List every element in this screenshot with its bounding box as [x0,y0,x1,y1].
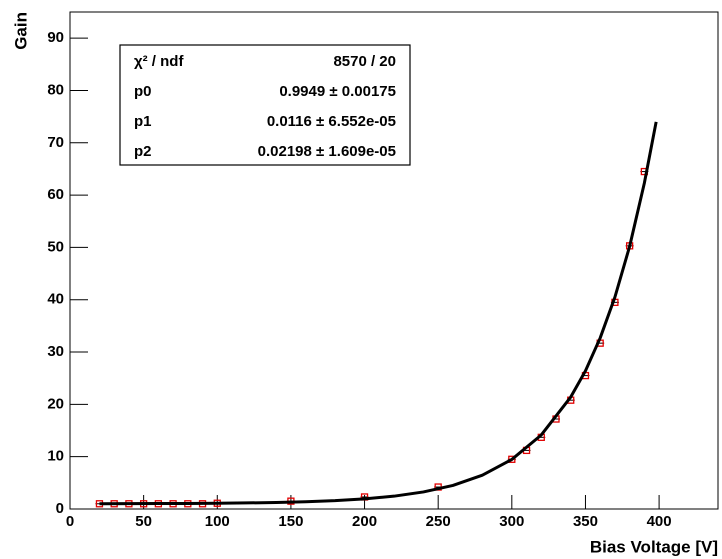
y-tick-label: 90 [47,29,64,46]
y-tick-label: 40 [47,291,64,308]
y-tick-label: 80 [47,81,64,98]
fit-curve [99,121,658,506]
x-tick-label: 150 [278,513,303,530]
plot-frame [69,11,719,510]
x-tick-label: 50 [135,513,152,530]
x-axis-title: Bias Voltage [V] [590,537,718,556]
stats-value: 8570 / 20 [333,53,396,70]
y-tick-label: 50 [47,238,64,255]
y-axis-title: Gain [11,12,30,50]
x-tick-label: 300 [499,513,524,530]
stats-value: 0.0116 ± 6.552e-05 [267,113,396,130]
x-tick-label: 0 [66,513,74,530]
stats-name: p1 [134,113,152,130]
y-tick-label: 60 [47,186,64,203]
y-tick-label: 30 [47,343,64,360]
stats-box [119,44,411,166]
x-tick-label: 250 [426,513,451,530]
x-tick-label: 350 [573,513,598,530]
stats-name: p0 [134,83,152,100]
stats-value: 0.02198 ± 1.609e-05 [258,143,396,160]
marker [508,455,516,463]
x-tick-label: 200 [352,513,377,530]
x-tick-label: 400 [647,513,672,530]
y-tick-label: 20 [47,395,64,412]
y-tick-label: 70 [47,134,64,151]
stats-name: p2 [134,143,152,160]
y-tick-label: 0 [56,500,64,517]
stats-value: 0.9949 ± 0.00175 [279,83,396,100]
y-tick-label: 10 [47,448,64,465]
x-tick-label: 100 [205,513,230,530]
stats-name: χ² / ndf [134,53,184,70]
